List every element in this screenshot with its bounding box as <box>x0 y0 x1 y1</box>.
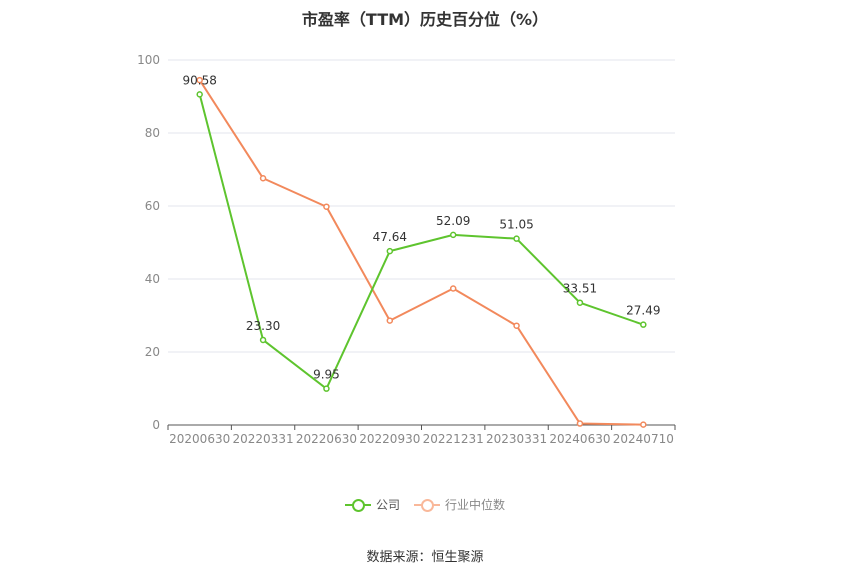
legend-industry-marker <box>414 498 440 512</box>
data-point-1 <box>449 285 457 292</box>
data-point-0 <box>196 91 203 98</box>
y-tick-label: 100 <box>137 53 160 67</box>
data-point-1 <box>196 76 203 84</box>
data-label: 23.30 <box>246 319 280 333</box>
data-point-0 <box>323 385 330 392</box>
data-point-1 <box>259 175 267 182</box>
grid-lines <box>168 59 675 353</box>
chart-title: 市盈率（TTM）历史百分位（%） <box>301 10 549 29</box>
x-tick-label: 20221231 <box>423 432 484 446</box>
data-label: 9.95 <box>313 368 340 382</box>
x-tick-label: 20200630 <box>169 432 230 446</box>
series-group <box>196 76 647 428</box>
data-source-note: 数据来源：恒生聚源 <box>366 550 484 565</box>
x-tick-label: 20240710 <box>613 432 674 446</box>
y-tick-label: 20 <box>145 345 160 359</box>
data-point-0 <box>259 336 267 344</box>
y-tick-label: 0 <box>152 418 160 432</box>
data-point-0 <box>640 321 647 328</box>
data-label: 51.05 <box>499 218 533 232</box>
legend-company-marker <box>344 498 371 512</box>
data-point-1 <box>513 322 520 329</box>
legend-industry-label: 行业中位数 <box>445 498 506 512</box>
legend: 公司 行业中位数 <box>0 496 850 513</box>
y-tick-label: 40 <box>145 272 160 286</box>
x-axis: 20200630 20220331 20220630 20220930 20221231… <box>167 424 676 446</box>
x-tick-label: 20220331 <box>233 432 294 446</box>
legend-item-industry-median[interactable]: 行业中位数 <box>414 496 505 513</box>
y-tick-label: 60 <box>145 199 160 213</box>
x-tick-label: 20220930 <box>359 432 420 446</box>
data-label: 47.64 <box>373 230 407 244</box>
data-point-1 <box>323 203 330 210</box>
series-line-0 <box>198 94 644 390</box>
data-point-0 <box>513 235 520 242</box>
data-label: 27.49 <box>626 304 660 318</box>
data-point-0 <box>576 299 584 306</box>
data-point-1 <box>640 421 647 428</box>
x-tick-label: 20230331 <box>486 432 547 446</box>
data-label: 90.58 <box>183 73 217 87</box>
y-tick-label: 80 <box>145 126 160 140</box>
x-tick-label: 20220630 <box>296 432 357 446</box>
data-point-1 <box>576 420 584 427</box>
data-label: 52.09 <box>436 214 470 228</box>
data-point-1 <box>386 317 394 324</box>
data-labels: 90.58 23.30 9.95 47.64 52.09 51.05 33.51 27.49 <box>183 73 661 381</box>
legend-item-company[interactable]: 公司 <box>344 496 400 513</box>
data-point-0 <box>449 231 457 239</box>
x-tick-label: 20240630 <box>549 432 610 446</box>
data-point-0 <box>386 247 394 255</box>
data-label: 33.51 <box>563 282 597 296</box>
series-line-1 <box>198 79 644 426</box>
legend-company-label: 公司 <box>375 498 400 512</box>
y-axis-ticks: 0 20 40 60 80 100 <box>137 53 160 432</box>
